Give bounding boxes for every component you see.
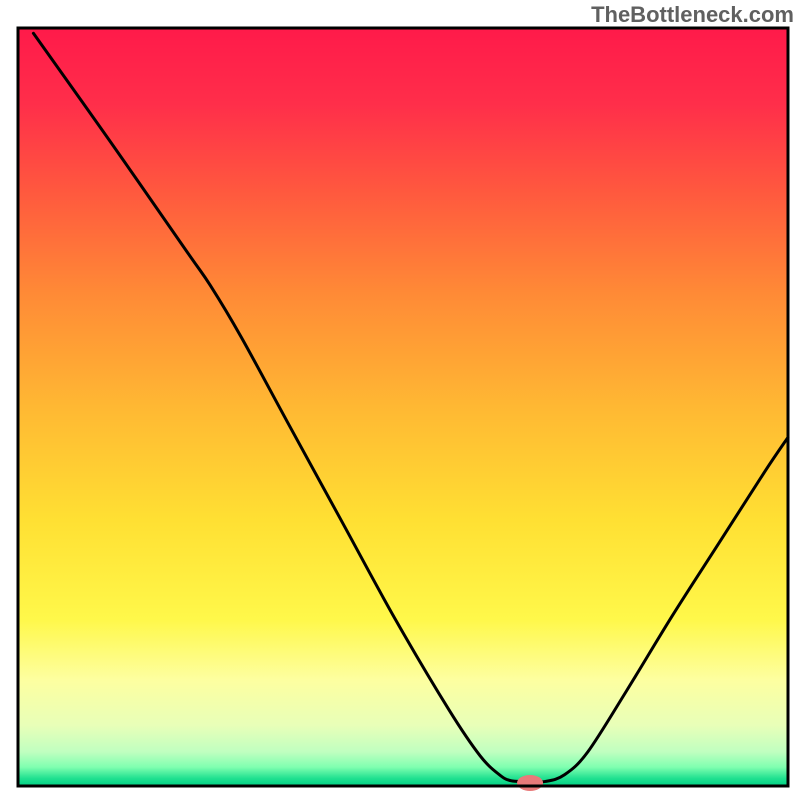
bottleneck-chart: TheBottleneck.com: [0, 0, 800, 800]
optimal-marker: [517, 775, 543, 791]
chart-svg: [0, 0, 800, 800]
watermark-text: TheBottleneck.com: [591, 2, 794, 28]
plot-background: [18, 28, 788, 786]
